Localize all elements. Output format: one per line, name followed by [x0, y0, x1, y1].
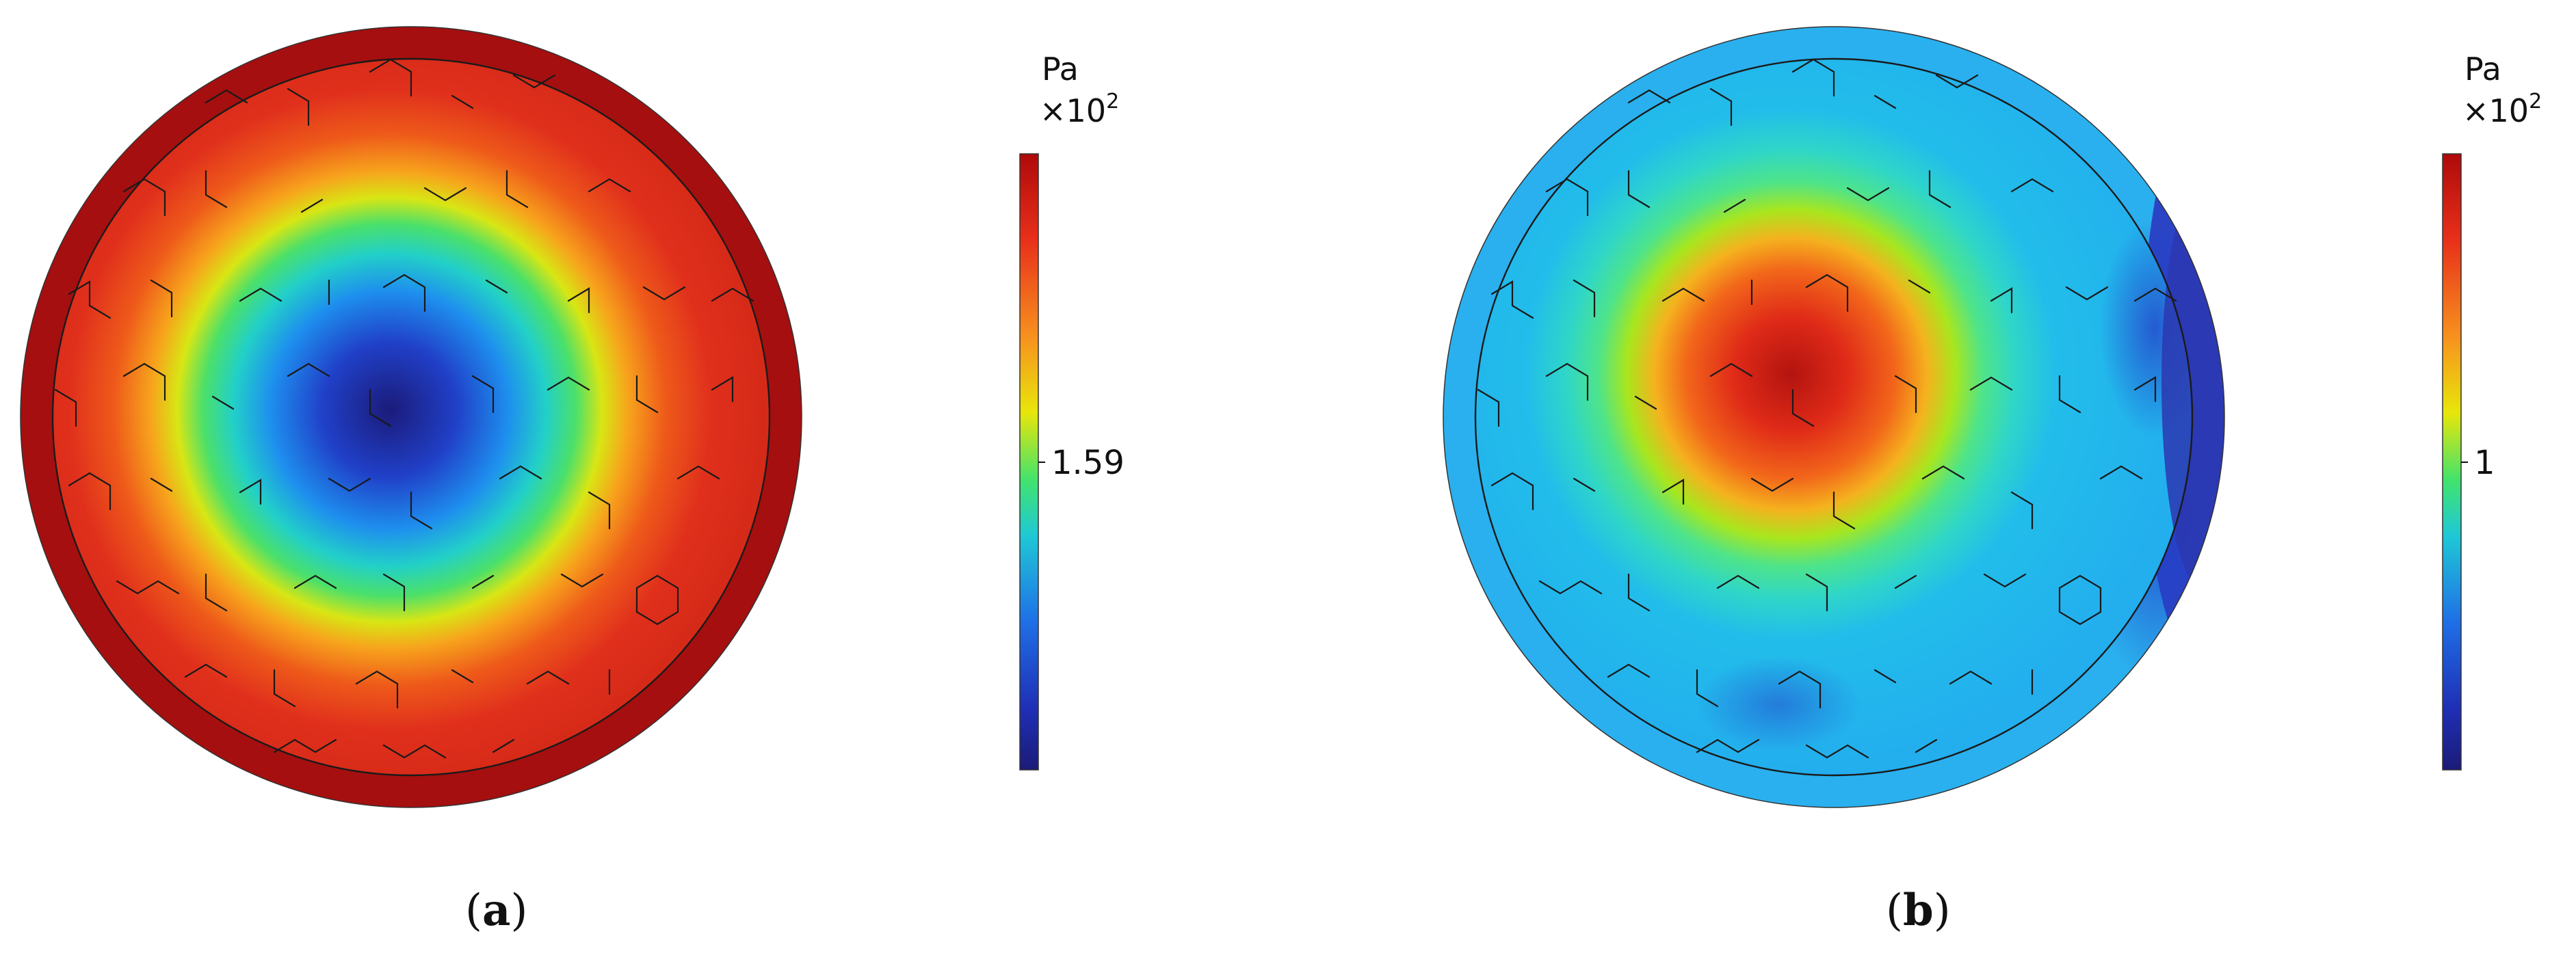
inner-domain [1475, 59, 2192, 775]
outer-boundary [20, 26, 802, 808]
panel-caption: (b) [1886, 885, 1951, 936]
colorbar-tick-label: 1.59 [1051, 444, 1125, 482]
colorbar: Pa ×102 1 [2442, 51, 2542, 771]
inner-domain [53, 59, 770, 775]
colorbar-multiplier: ×102 [2462, 90, 2542, 129]
colorbar-tick-label: 1 [2474, 444, 2495, 482]
pressure-field-plot [20, 26, 802, 808]
colorbar-gradient [2442, 153, 2462, 771]
panel-caption: (a) [465, 885, 527, 936]
inner-boundary [1474, 57, 2194, 777]
inner-boundary [51, 57, 771, 777]
colorbar-multiplier: ×102 [1040, 90, 1119, 129]
colorbar-unit: Pa [1042, 51, 1079, 88]
outer-boundary [1443, 26, 2225, 808]
colorbar-gradient [1019, 153, 1039, 771]
panel-b: Pa ×102 1 (b) [1443, 26, 2542, 936]
pressure-field-plot [1443, 26, 2225, 808]
colorbar-unit: Pa [2465, 51, 2501, 88]
panel-a: Pa ×102 1.59 (a) [20, 26, 1125, 936]
colorbar: Pa ×102 1.59 [1019, 51, 1125, 771]
